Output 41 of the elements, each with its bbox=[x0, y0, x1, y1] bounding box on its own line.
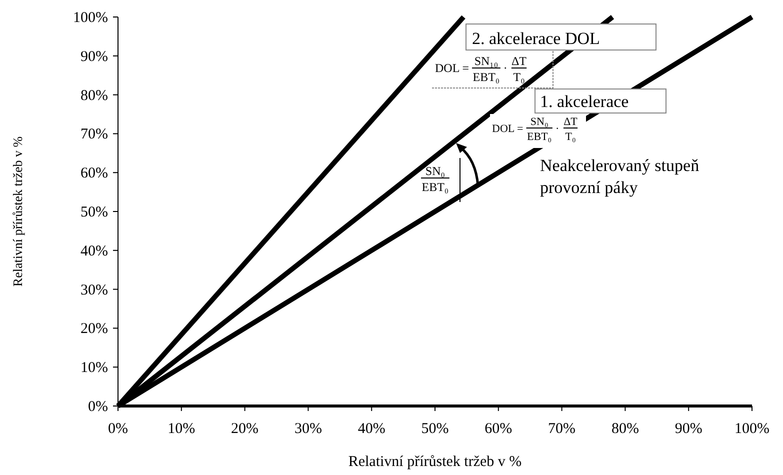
y-tick-label: 60% bbox=[80, 166, 108, 182]
x-tick-label: 0% bbox=[108, 421, 128, 437]
x-tick-label: 10% bbox=[168, 421, 196, 437]
annotation: SN₁₀ bbox=[474, 54, 498, 68]
y-tick-label: 40% bbox=[80, 243, 108, 260]
annotation: DOL = bbox=[492, 122, 524, 135]
annotation: EBT₀ bbox=[422, 180, 449, 194]
y-tick-label: 20% bbox=[80, 321, 108, 338]
annotation: · bbox=[555, 122, 560, 135]
y-tick-label: 70% bbox=[80, 126, 108, 143]
y-tick-label: 90% bbox=[80, 48, 108, 65]
annotation: T₀ bbox=[565, 131, 576, 143]
x-tick-label: 60% bbox=[484, 421, 512, 437]
x-tick-label: 80% bbox=[611, 421, 639, 437]
x-tick-label: 100% bbox=[734, 421, 770, 437]
x-tick-label: 50% bbox=[421, 421, 449, 437]
y-tick-label: 100% bbox=[73, 10, 108, 26]
annotation: EBT₀ bbox=[527, 131, 552, 143]
y-tick-label: 10% bbox=[80, 360, 108, 376]
y-tick-label: 80% bbox=[80, 88, 108, 104]
annotation: ΔT bbox=[564, 116, 578, 128]
y-tick-label: 0% bbox=[88, 399, 108, 415]
y-tick-label: 30% bbox=[80, 282, 108, 298]
annotation: · bbox=[503, 61, 508, 76]
y-axis-title: Relativní přírůstek tržeb v % bbox=[10, 136, 25, 287]
annotation: SN₀ bbox=[425, 164, 445, 178]
x-tick-label: 40% bbox=[358, 421, 386, 437]
annotation: T₀ bbox=[513, 70, 525, 84]
annotation: SN₀ bbox=[530, 116, 548, 128]
x-tick-label: 70% bbox=[548, 421, 576, 437]
annotation: EBT₀ bbox=[472, 70, 500, 84]
x-tick-label: 90% bbox=[674, 421, 702, 437]
annotation: 2. akcelerace DOL bbox=[472, 29, 600, 48]
annotation: DOL = bbox=[435, 61, 470, 76]
annotation: ΔT bbox=[511, 54, 528, 68]
y-tick-label: 50% bbox=[80, 204, 108, 220]
annotation: 1. akcelerace bbox=[540, 92, 629, 111]
x-tick-label: 30% bbox=[294, 421, 322, 437]
x-axis-title: Relativní přírůstek tržeb v % bbox=[348, 454, 522, 470]
annotation: Neakcelerovaný stupeň provozní páky bbox=[540, 156, 700, 197]
x-tick-label: 20% bbox=[231, 421, 259, 437]
